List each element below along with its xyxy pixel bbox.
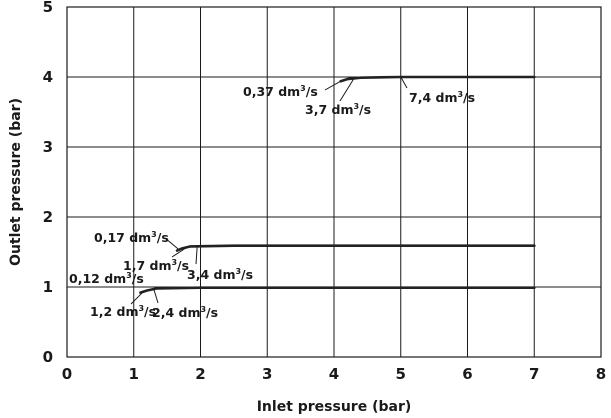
y-tick-label: 2 (43, 208, 53, 226)
x-tick-label: 4 (329, 365, 339, 383)
annotation-leader (339, 78, 355, 102)
annotation-labels: 0,12 dm3/s 1,2 dm3/s2,4 dm3/s 0,17 dm3/s 1,… (69, 84, 475, 320)
flow-annotation-label: 3,7 dm3/s (305, 102, 371, 117)
y-tick-labels: 0 1 2 3 4 5 (43, 0, 53, 366)
plot-frame (66, 6, 602, 358)
annotation-leader (164, 237, 179, 250)
flow-annotation-label: 1,7 dm3/s (123, 258, 189, 273)
x-tick-label: 7 (529, 365, 539, 383)
y-tick-label: 3 (43, 138, 53, 156)
series-line-1 (139, 286, 536, 294)
flow-annotation-label: 0,12 dm3/s (69, 271, 144, 286)
annotation-leaders (120, 76, 408, 305)
y-tick-label: 1 (43, 278, 53, 296)
flow-annotation-label: 0,17 dm3/s (94, 230, 169, 245)
x-tick-label: 3 (262, 365, 272, 383)
x-tick-label: 1 (129, 365, 139, 383)
x-tick-label: 8 (596, 365, 606, 383)
flow-annotation-label: 0,37 dm3/s (243, 84, 318, 99)
x-tick-label: 5 (396, 365, 406, 383)
x-tick-label: 0 (62, 365, 72, 383)
flow-annotation-label: 7,4 dm3/s (409, 90, 475, 105)
series-line-3 (339, 75, 536, 83)
annotation-leader (171, 246, 188, 258)
flow-annotation-label: 1,2 dm3/s (90, 304, 156, 319)
y-tick-label: 5 (43, 0, 53, 16)
x-axis-title: Inlet pressure (bar) (257, 399, 412, 415)
annotation-leader (400, 76, 408, 89)
annotation-leader (153, 288, 159, 304)
series-line-2 (175, 244, 536, 252)
annotation-leader (130, 290, 145, 305)
x-tick-label: 6 (462, 365, 472, 383)
flow-annotation-label: 2,4 dm3/s (152, 305, 218, 320)
x-tick-label: 2 (195, 365, 205, 383)
y-axis-title: Outlet pressure (bar) (8, 98, 24, 266)
series-curves (139, 75, 536, 294)
y-tick-label: 4 (43, 68, 53, 86)
flow-annotation-label: 3,4 dm3/s (187, 267, 253, 282)
x-tick-labels: 0 1 2 3 4 5 6 7 8 (62, 365, 606, 383)
annotation-leader (195, 246, 198, 265)
y-tick-label: 0 (43, 348, 53, 366)
annotation-leader (324, 80, 341, 91)
